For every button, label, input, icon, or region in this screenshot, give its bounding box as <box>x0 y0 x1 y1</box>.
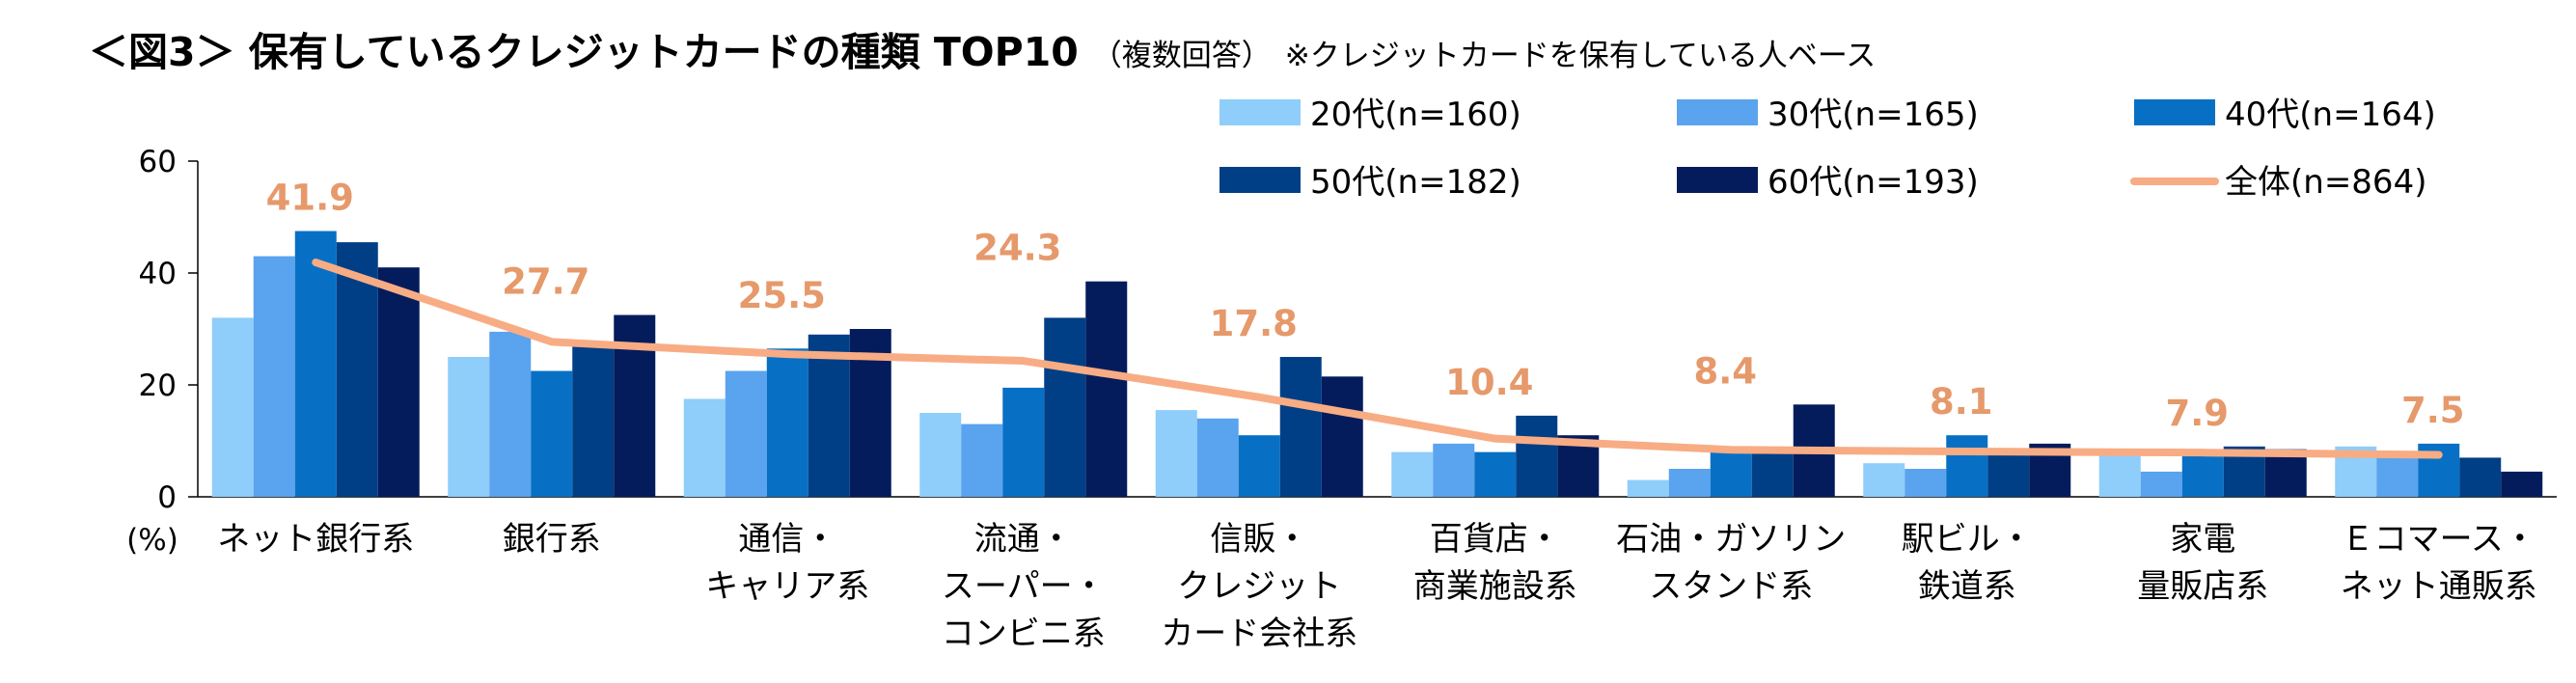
legend-label: 50代(n=182) <box>1310 163 1521 202</box>
y-tick-label: 60 <box>139 145 177 179</box>
total-data-label: 17.8 <box>1210 303 1298 344</box>
bar <box>1238 435 1280 497</box>
total-data-label: 7.9 <box>2165 393 2229 434</box>
category-label: スーパー・ <box>942 567 1106 606</box>
category-label: カード会社系 <box>1161 615 1357 653</box>
bar <box>1710 451 1752 497</box>
legend-swatch <box>1219 167 1301 193</box>
category-label: 石油・ガソリン <box>1616 520 1846 559</box>
category-label: 量販店系 <box>2137 567 2268 606</box>
category-label: クレジット <box>1177 567 1341 606</box>
category-label: 家電 <box>2170 520 2235 559</box>
bar <box>2098 454 2141 497</box>
bar <box>766 348 808 497</box>
legend-swatch <box>1677 167 1758 193</box>
legend: 20代(n=160) 30代(n=165) 40代(n=164) 50代(n=182)… <box>1219 96 2436 202</box>
bars-layer <box>211 231 2543 497</box>
bar <box>1433 443 1475 497</box>
bar <box>725 370 767 497</box>
bar <box>377 267 420 497</box>
legend-swatch <box>2134 99 2215 125</box>
category-label: Ｅコマース・ <box>2342 520 2536 559</box>
legend-label: 30代(n=165) <box>1768 96 1979 134</box>
bar <box>1085 281 1128 497</box>
category-label: ネット銀行系 <box>217 520 414 559</box>
bar <box>1155 410 1197 497</box>
bar <box>531 370 573 497</box>
bar <box>683 398 726 497</box>
total-data-label: 7.5 <box>2401 390 2465 431</box>
bar <box>2376 454 2419 497</box>
bar <box>2459 457 2502 497</box>
bar <box>211 317 254 497</box>
bar <box>1321 376 1363 497</box>
total-data-label: 10.4 <box>1445 362 1533 403</box>
bar <box>1391 451 1434 497</box>
category-label: ネット通販系 <box>2341 567 2537 606</box>
bar <box>1946 435 1988 497</box>
bar <box>1987 449 2030 497</box>
legend-label: 40代(n=164) <box>2225 96 2436 134</box>
legend-swatch <box>1677 99 1758 125</box>
bar <box>1627 479 1669 497</box>
total-series-line <box>312 258 2443 459</box>
bar <box>1516 415 1558 497</box>
bar <box>1044 317 1086 497</box>
legend-label: 20代(n=160) <box>1310 96 1521 134</box>
category-label: 百貨店・ <box>1430 520 1561 559</box>
total-data-label: 25.5 <box>738 275 826 316</box>
category-label: 商業施設系 <box>1413 567 1577 606</box>
bar <box>961 423 1003 497</box>
category-label: 流通・ <box>974 520 1073 559</box>
category-label: スタンド系 <box>1649 567 1813 606</box>
bar <box>253 256 295 497</box>
bar <box>1668 469 1711 497</box>
bar <box>1751 451 1794 497</box>
bar <box>2181 454 2224 497</box>
bar <box>1196 418 1239 497</box>
legend-swatch <box>1219 99 1301 125</box>
legend-label: 全体(n=864) <box>2225 163 2426 202</box>
bar <box>2501 471 2543 497</box>
bar <box>808 334 850 497</box>
bar <box>1474 451 1517 497</box>
bar <box>1863 463 1905 497</box>
category-label: 信販・ <box>1210 520 1308 559</box>
total-data-label: 8.4 <box>1693 350 1757 392</box>
category-label: キャリア系 <box>705 567 869 606</box>
labels-layer: 41.9 27.7 25.5 24.3 17.8 10.4 8.4 8.1 7.9 7.5 <box>266 178 2465 434</box>
category-labels: ネット銀行系 銀行系 通信・キャリア系 流通・スーパー・コンビニ系 信販・クレジットカー… <box>217 520 2537 653</box>
page-title: ＜図3＞ 保有しているクレジットカードの種類 TOP10 （複数回答） ※クレジット… <box>89 19 1876 77</box>
bar <box>919 413 962 497</box>
bar <box>2140 471 2182 497</box>
total-line-layer <box>312 258 2443 459</box>
y-tick-label: 0 <box>157 480 177 515</box>
category-label: コンビニ系 <box>942 615 1106 653</box>
bar <box>572 345 615 497</box>
bar <box>1905 469 1947 497</box>
category-label: 駅ビル・ <box>1902 520 2033 559</box>
bar <box>489 331 532 497</box>
total-data-label: 41.9 <box>266 178 354 219</box>
chart-base-note: ※クレジットカードを保有している人ベース <box>1284 39 1877 73</box>
y-axis-unit-label: (%) <box>126 523 178 558</box>
category-label: 銀行系 <box>503 520 601 559</box>
chart-title: ＜図3＞ 保有しているクレジットカードの種類 TOP10 <box>89 29 1079 75</box>
total-data-label: 27.7 <box>502 261 589 303</box>
bar <box>1279 357 1322 497</box>
category-label: 通信・ <box>738 520 836 559</box>
category-label: 鉄道系 <box>1918 567 2016 606</box>
bar <box>448 357 490 497</box>
bar <box>294 231 337 497</box>
bar <box>1002 387 1045 497</box>
total-data-label: 24.3 <box>973 228 1061 269</box>
y-tick-label: 40 <box>139 257 177 291</box>
y-tick-label: 20 <box>139 369 177 403</box>
chart-subtitle: （複数回答） <box>1091 39 1272 73</box>
legend-label: 60代(n=193) <box>1768 163 1979 202</box>
total-data-label: 8.1 <box>1930 381 1993 423</box>
